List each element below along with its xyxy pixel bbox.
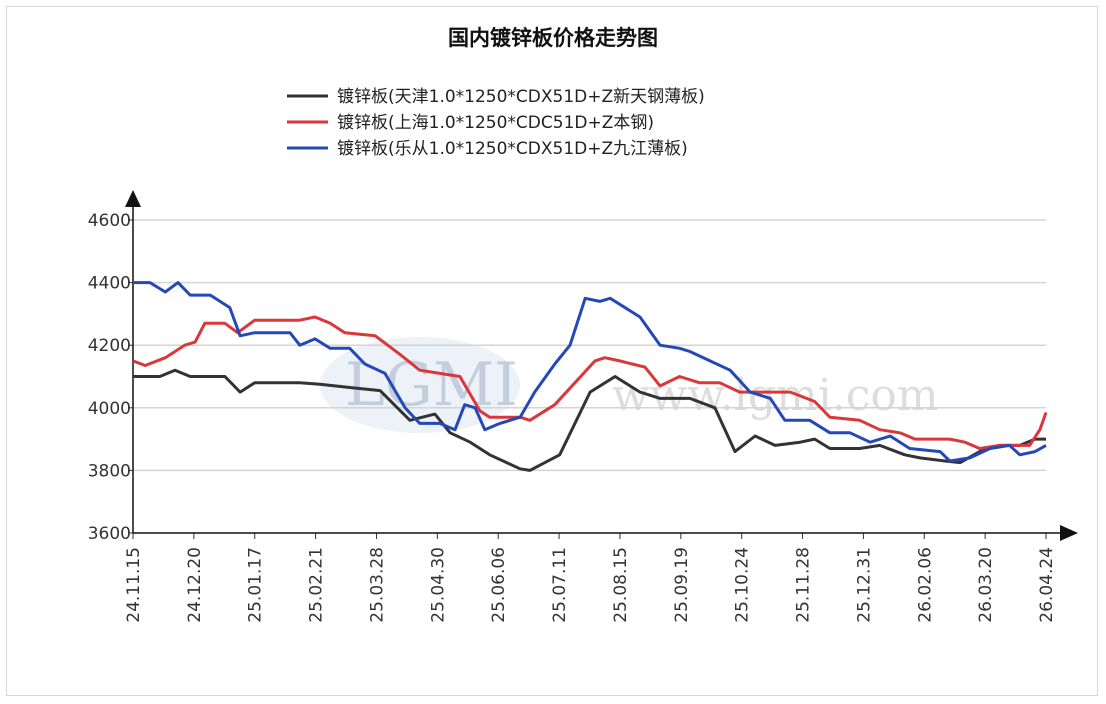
legend: 镀锌板(天津1.0*1250*CDX51D+Z新天钢薄板) 镀锌板(上海1.0*1… — [287, 87, 705, 159]
x-tick-label: 26.02.06 — [915, 547, 935, 623]
y-tick-label: 3800 — [88, 461, 131, 481]
series-line — [133, 368, 1046, 472]
legend-label: 镀锌板(乐从1.0*1250*CDX51D+Z九江薄板) — [337, 139, 688, 159]
grid — [133, 219, 1046, 472]
y-axis-arrow — [125, 190, 141, 207]
chart-frame — [6, 6, 1098, 696]
x-axis-arrow — [1060, 525, 1078, 541]
series-group — [132, 281, 1048, 472]
x-tick-label: 24.11.15 — [124, 547, 144, 623]
x-tick-label: 25.04.30 — [428, 547, 448, 623]
legend-label: 镀锌板(天津1.0*1250*CDX51D+Z新天钢薄板) — [337, 87, 705, 107]
watermark: LGMI www.lgmi.com — [320, 337, 939, 433]
series-line — [132, 315, 1048, 450]
x-tick-label: 25.07.11 — [550, 547, 570, 623]
y-tick-label: 3600 — [88, 524, 131, 544]
series-line — [133, 281, 1047, 463]
x-tick-label: 25.06.06 — [489, 547, 509, 623]
svg-text:www.lgmi.com: www.lgmi.com — [612, 370, 939, 421]
x-tick-label: 25.02.21 — [307, 547, 327, 623]
axes: 3600 3800 4000 4200 4400 4600 24.11.15 24.12.20… — [88, 190, 1078, 623]
x-tick-label: 25.01.17 — [246, 547, 266, 623]
x-tick-label: 26.04.24 — [1037, 547, 1057, 623]
x-tick-label: 25.10.24 — [733, 547, 753, 623]
x-tick-label: 25.08.15 — [611, 547, 631, 623]
chart-title: 国内镀锌板价格走势图 — [448, 26, 658, 50]
y-tick-label: 4000 — [88, 399, 131, 419]
svg-text:LGMI: LGMI — [345, 350, 518, 420]
y-tick-label: 4200 — [88, 336, 131, 356]
x-tick-label: 25.09.19 — [672, 547, 692, 623]
x-tick-label: 25.12.31 — [854, 547, 874, 623]
x-tick-label: 25.11.28 — [794, 547, 814, 623]
y-tick-label: 4600 — [88, 211, 131, 231]
x-tick-label: 24.12.20 — [185, 547, 205, 623]
legend-label: 镀锌板(上海1.0*1250*CDC51D+Z本钢) — [337, 113, 654, 133]
y-tick-label: 4400 — [88, 274, 131, 294]
x-tick-label: 26.03.20 — [976, 547, 996, 623]
x-tick-label: 25.03.28 — [367, 547, 387, 623]
